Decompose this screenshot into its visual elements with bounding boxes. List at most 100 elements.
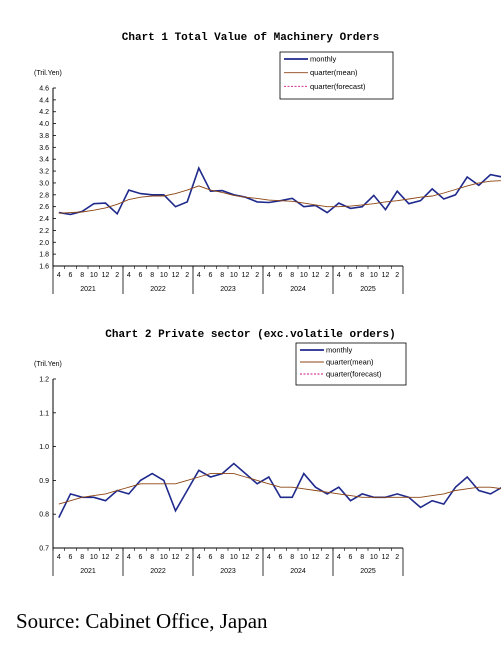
x-tick-label: 8 bbox=[220, 272, 224, 279]
x-tick-label: 4 bbox=[337, 272, 341, 279]
legend-label: quarter(mean) bbox=[326, 358, 374, 367]
series-line-monthly bbox=[58, 462, 501, 518]
legend-label: quarter(forecast) bbox=[326, 370, 382, 379]
y-tick-label: 4.0 bbox=[39, 121, 49, 128]
legend-label: monthly bbox=[326, 346, 353, 355]
x-tick-label: 10 bbox=[160, 554, 168, 561]
x-tick-label: 2 bbox=[255, 554, 259, 561]
series-line-quarter-mean- bbox=[58, 473, 501, 505]
x-tick-label: 6 bbox=[349, 272, 353, 279]
x-tick-label: 10 bbox=[300, 554, 308, 561]
x-tick-label: 10 bbox=[90, 272, 98, 279]
source-caption: Source: Cabinet Office, Japan bbox=[16, 609, 268, 633]
legend-label: quarter(forecast) bbox=[310, 82, 366, 91]
chart-1: Chart 1 Total Value of Machinery Orders … bbox=[0, 0, 501, 300]
chart-2-title: Chart 2 Private sector (exc.volatile ord… bbox=[105, 329, 396, 341]
y-tick-label: 1.2 bbox=[39, 377, 49, 384]
x-tick-label: 4 bbox=[197, 272, 201, 279]
x-tick-label: 4 bbox=[197, 554, 201, 561]
year-label: 2023 bbox=[220, 568, 236, 575]
y-tick-label: 0.8 bbox=[39, 512, 49, 519]
x-tick-label: 8 bbox=[80, 554, 84, 561]
x-tick-label: 4 bbox=[127, 554, 131, 561]
x-tick-label: 6 bbox=[139, 554, 143, 561]
x-tick-label: 12 bbox=[102, 554, 110, 561]
y-tick-label: 3.0 bbox=[39, 180, 49, 187]
y-tick-label: 0.9 bbox=[39, 478, 49, 485]
x-tick-label: 6 bbox=[139, 272, 143, 279]
x-tick-label: 8 bbox=[360, 272, 364, 279]
chart-1-plot: (Tril.Yen) 1.6 1.8 2.0 2.2 2.4 2.6 2.8 3.0 3.2 3.4… bbox=[34, 51, 501, 294]
x-tick-label: 2 bbox=[325, 554, 329, 561]
x-tick-label: 2 bbox=[185, 272, 189, 279]
year-label: 2025 bbox=[360, 568, 376, 575]
x-tick-label: 6 bbox=[279, 272, 283, 279]
legend-label: monthly bbox=[310, 55, 337, 64]
x-tick-label: 8 bbox=[290, 554, 294, 561]
x-tick-label: 6 bbox=[279, 554, 283, 561]
legend-label: quarter(mean) bbox=[310, 68, 358, 77]
x-tick-label: 2 bbox=[185, 554, 189, 561]
x-tick-label: 8 bbox=[220, 554, 224, 561]
y-tick-label: 4.4 bbox=[39, 97, 49, 104]
x-tick-label: 2 bbox=[395, 554, 399, 561]
y-tick-label: 1.1 bbox=[39, 410, 49, 417]
y-tick-label: 2.8 bbox=[39, 192, 49, 199]
y-tick-label: 3.8 bbox=[39, 133, 49, 140]
year-label: 2024 bbox=[290, 286, 306, 293]
y-tick-label: 0.7 bbox=[39, 546, 49, 553]
x-tick-label: 12 bbox=[102, 272, 110, 279]
x-tick-label: 2 bbox=[255, 272, 259, 279]
year-label: 2021 bbox=[80, 286, 96, 293]
x-tick-label: 2 bbox=[325, 272, 329, 279]
x-tick-label: 12 bbox=[312, 272, 320, 279]
y-tick-label: 2.4 bbox=[39, 216, 49, 223]
y-tick-label: 1.0 bbox=[39, 444, 49, 451]
x-tick-label: 12 bbox=[242, 554, 250, 561]
x-tick-label: 6 bbox=[209, 272, 213, 279]
x-tick-label: 12 bbox=[382, 272, 390, 279]
x-tick-label: 12 bbox=[172, 554, 180, 561]
year-label: 2025 bbox=[360, 286, 376, 293]
x-tick-label: 4 bbox=[57, 272, 61, 279]
x-tick-label: 10 bbox=[370, 554, 378, 561]
x-tick-label: 2 bbox=[115, 554, 119, 561]
year-label: 2022 bbox=[150, 286, 166, 293]
year-label: 2024 bbox=[290, 568, 306, 575]
x-tick-label: 6 bbox=[349, 554, 353, 561]
y-axis-label: (Tril.Yen) bbox=[34, 70, 62, 77]
x-tick-label: 6 bbox=[69, 554, 73, 561]
x-tick-label: 12 bbox=[382, 554, 390, 561]
x-tick-label: 10 bbox=[300, 272, 308, 279]
y-tick-label: 3.6 bbox=[39, 145, 49, 152]
year-label: 2022 bbox=[150, 568, 166, 575]
y-tick-label: 3.2 bbox=[39, 169, 49, 176]
year-label: 2023 bbox=[220, 286, 236, 293]
x-tick-label: 10 bbox=[90, 554, 98, 561]
x-tick-label: 8 bbox=[150, 272, 154, 279]
chart-2-plot: (Tril.Yen)0.70.80.91.01.11.24 6 8 10 12 2 4 6 8 1… bbox=[34, 342, 501, 576]
x-tick-label: 10 bbox=[230, 554, 238, 561]
x-tick-label: 12 bbox=[172, 272, 180, 279]
x-tick-label: 4 bbox=[337, 554, 341, 561]
x-tick-label: 12 bbox=[312, 554, 320, 561]
series-line-monthly bbox=[58, 166, 501, 216]
x-tick-label: 4 bbox=[267, 554, 271, 561]
x-tick-label: 10 bbox=[160, 272, 168, 279]
x-tick-label: 10 bbox=[230, 272, 238, 279]
x-tick-label: 4 bbox=[267, 272, 271, 279]
x-tick-label: 8 bbox=[150, 554, 154, 561]
chart-1-title: Chart 1 Total Value of Machinery Orders bbox=[121, 32, 380, 44]
y-tick-label: 1.8 bbox=[39, 252, 49, 259]
y-tick-label: 2.2 bbox=[39, 228, 49, 235]
y-tick-label: 2.6 bbox=[39, 204, 49, 211]
x-tick-label: 8 bbox=[290, 272, 294, 279]
y-tick-label: 4.2 bbox=[39, 109, 49, 116]
y-tick-label: 3.4 bbox=[39, 157, 49, 164]
x-tick-label: 6 bbox=[69, 272, 73, 279]
series-line-quarter-mean- bbox=[58, 180, 501, 214]
y-axis-label: (Tril.Yen) bbox=[34, 361, 62, 368]
x-tick-label: 6 bbox=[209, 554, 213, 561]
x-tick-label: 8 bbox=[360, 554, 364, 561]
chart-2: Chart 2 Private sector (exc.volatile ord… bbox=[34, 329, 501, 576]
